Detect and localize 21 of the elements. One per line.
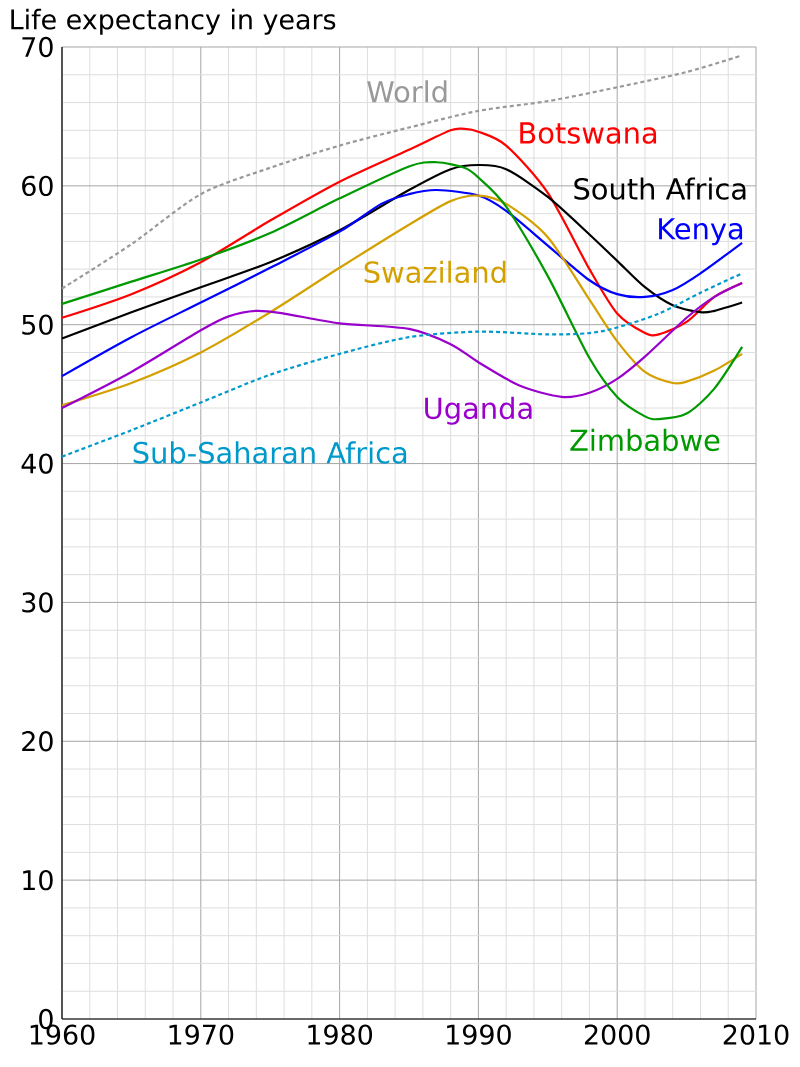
y-tick-label: 70	[22, 36, 53, 58]
series-label: Zimbabwe	[570, 428, 720, 452]
series-label: Botswana	[520, 122, 657, 144]
y-tick-label: 10	[23, 869, 53, 891]
x-tick-label: 2010	[723, 1024, 789, 1045]
series-label: South Africa	[574, 177, 746, 200]
series-label: Sub-Saharan Africa	[133, 441, 407, 464]
series-label: Uganda	[425, 396, 532, 425]
series-label: World	[367, 80, 447, 103]
y-axis-title: Life expectancy in years	[11, 8, 336, 35]
series-label: Kenya	[659, 218, 743, 246]
y-tick-label: 50	[22, 314, 53, 335]
x-tick-label: 1980	[308, 1024, 373, 1045]
y-tick-label: 60	[22, 175, 53, 197]
y-tick-label: 40	[21, 453, 53, 474]
y-tick-label: 30	[22, 592, 53, 613]
x-tick-label: 1970	[169, 1024, 234, 1045]
x-tick-label: 2000	[584, 1024, 650, 1045]
x-tick-label: 1990	[447, 1024, 511, 1045]
y-tick-label: 20	[22, 731, 53, 752]
series-label: Swaziland	[364, 260, 506, 284]
